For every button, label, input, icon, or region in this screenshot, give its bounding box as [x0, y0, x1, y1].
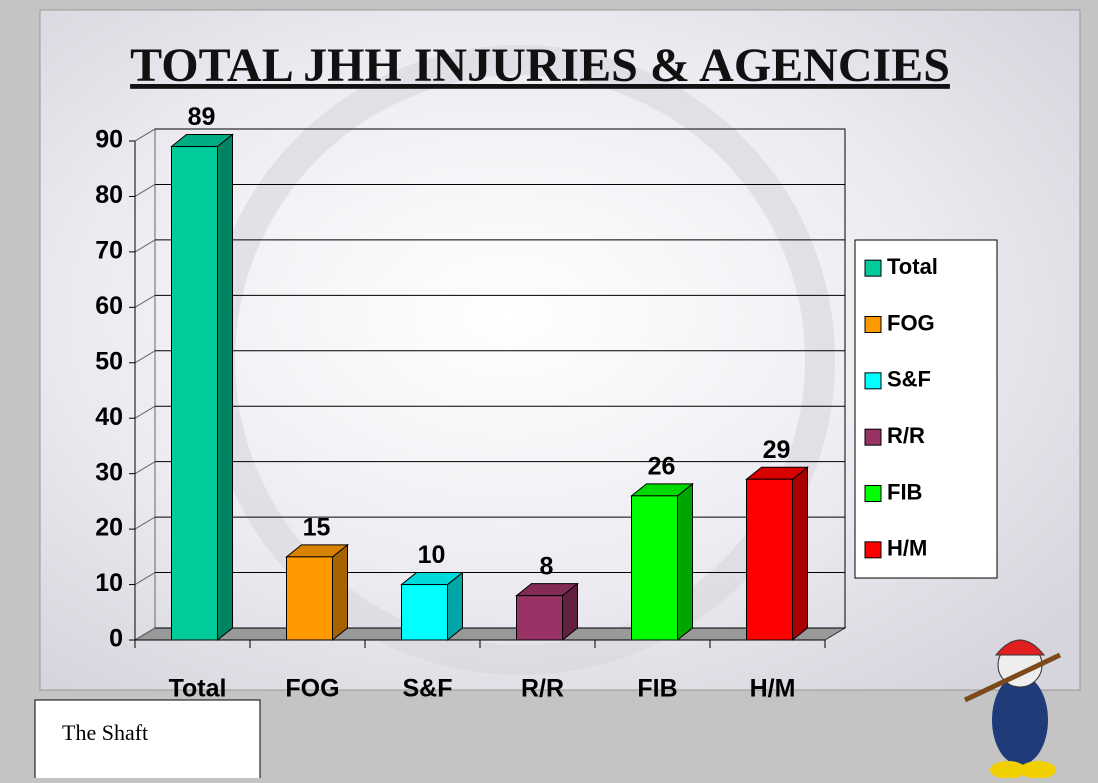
bar-side — [332, 543, 348, 642]
y-tick-label: 90 — [95, 126, 123, 154]
text-box — [34, 699, 261, 783]
bar — [286, 556, 333, 641]
miner-mascot — [963, 639, 1062, 779]
y-tick-label: 20 — [95, 514, 123, 542]
x-tick-label: Total — [169, 675, 227, 703]
bar-side — [792, 466, 808, 642]
y-tick-label: 60 — [95, 292, 123, 320]
grid-line-side — [134, 239, 156, 253]
legend-box — [854, 239, 998, 579]
data-label: 8 — [540, 552, 554, 580]
grid-line-side — [134, 128, 156, 142]
x-tick-label: H/M — [750, 675, 796, 703]
grid-line-side — [134, 461, 156, 475]
bar — [746, 478, 793, 641]
bar-side — [677, 482, 693, 642]
y-tick-label: 0 — [109, 625, 123, 653]
legend-label: S&F — [887, 367, 931, 392]
x-tick-label: S&F — [403, 675, 453, 703]
legend-swatch — [864, 372, 882, 390]
y-tick-label: 70 — [95, 236, 123, 264]
bar-side — [217, 133, 233, 642]
legend-label: FOG — [887, 310, 935, 335]
bar — [171, 146, 218, 641]
grid-line-side — [134, 350, 156, 364]
x-tick-label: FOG — [285, 675, 339, 703]
grid-line-side — [134, 572, 156, 585]
text-box-label: The Shaft — [62, 720, 148, 745]
y-tick-label: 80 — [95, 181, 123, 209]
x-tick-label: R/R — [521, 675, 564, 703]
grid-line-side — [134, 184, 156, 197]
legend-swatch — [864, 485, 882, 502]
floor — [133, 627, 847, 641]
legend-swatch — [864, 428, 882, 446]
grid-line-side — [134, 405, 156, 419]
legend-swatch — [864, 316, 882, 333]
grid-line-side — [134, 294, 156, 308]
legend-swatch — [864, 541, 882, 559]
legend-label: R/R — [887, 423, 925, 448]
grid-line-side — [134, 627, 156, 641]
bar — [401, 584, 448, 641]
grid-line-side — [134, 516, 156, 530]
y-tick-label: 10 — [95, 569, 123, 597]
legend-label: FIB — [887, 479, 922, 504]
data-label: 29 — [763, 436, 791, 464]
x-tick-label: FIB — [637, 675, 677, 703]
chart-title: TOTAL JHH INJURIES & AGENCIES — [130, 39, 950, 92]
y-tick-label: 40 — [95, 403, 123, 431]
data-label: 10 — [418, 541, 446, 569]
plot: 0 10 20 30 40 50 60 70 80 90 Total 89 FOG 15 S&F 10 R/R 8… — [95, 103, 998, 703]
bar — [516, 595, 563, 641]
bar — [631, 495, 678, 641]
legend-label: H/M — [887, 536, 927, 561]
legend-swatch — [864, 259, 882, 277]
data-label: 89 — [188, 103, 216, 131]
y-tick-label: 30 — [95, 458, 123, 486]
data-label: 15 — [303, 513, 331, 541]
data-label: 26 — [648, 452, 676, 480]
y-tick-label: 50 — [95, 347, 123, 375]
legend-label: Total — [887, 254, 938, 279]
